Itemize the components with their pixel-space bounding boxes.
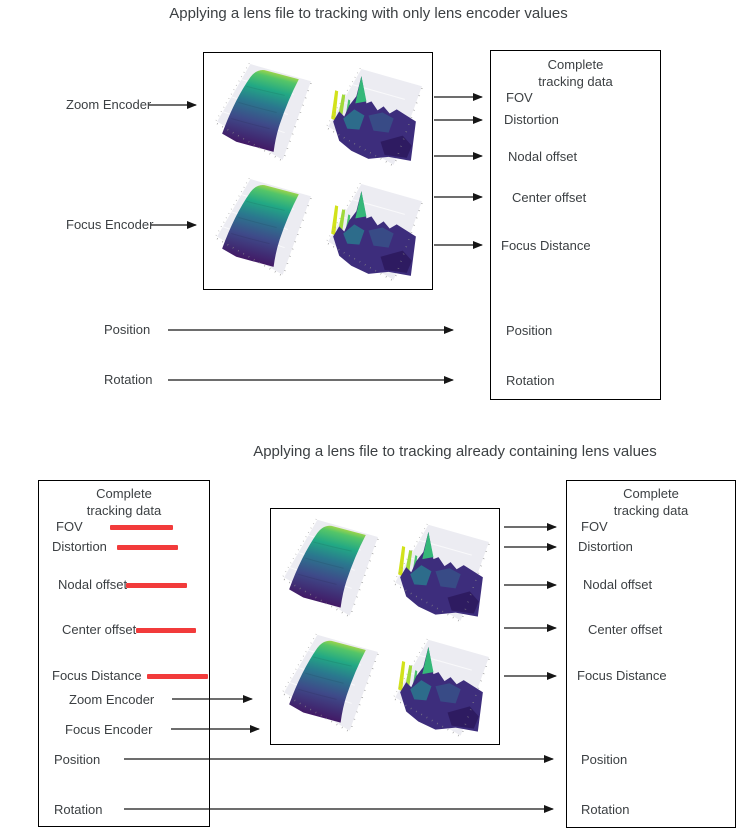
- diagram1-output-box-header: Complete tracking data: [491, 56, 660, 90]
- diagram2-lens-file-box: [270, 508, 500, 745]
- surface-plot-smooth-icon: [207, 56, 318, 171]
- diagram1-zoom-encoder-label: Zoom Encoder: [66, 97, 152, 112]
- header-line2: tracking data: [538, 74, 613, 89]
- header-line1: Complete: [623, 486, 679, 501]
- kept-item-zoom-encoder: Zoom Encoder: [69, 692, 155, 707]
- diagram2-input-box: Complete tracking data FOV Distortion No…: [38, 480, 210, 827]
- output-item-center-offset: Center offset: [512, 190, 587, 205]
- diagram1-lens-file-box: [203, 52, 433, 290]
- surface-plot-jagged-icon: [318, 61, 429, 176]
- removed-item-distortion: Distortion: [52, 539, 107, 554]
- removed-item-nodal-offset: Nodal offset: [58, 577, 128, 592]
- output-item-position: Position: [506, 323, 553, 338]
- surface-plot-smooth-icon: [274, 512, 385, 627]
- output-item-distortion: Distortion: [578, 539, 633, 554]
- output-item-focus-distance: Focus Distance: [577, 668, 667, 683]
- diagram2-output-box-header: Complete tracking data: [567, 485, 735, 519]
- diagram1-rotation-label: Rotation: [104, 372, 153, 387]
- diagram1-position-label: Position: [104, 322, 151, 337]
- output-item-fov: FOV: [506, 90, 533, 105]
- header-line2: tracking data: [86, 503, 162, 518]
- removed-item-fov: FOV: [56, 519, 83, 534]
- diagram2-title: Applying a lens file to tracking already…: [253, 443, 657, 460]
- output-item-distortion: Distortion: [504, 112, 559, 127]
- strike-line-distortion: [117, 545, 178, 550]
- diagram1-focus-encoder-label: Focus Encoder: [66, 217, 154, 232]
- kept-item-rotation: Rotation: [54, 802, 103, 817]
- header-line1: Complete: [547, 57, 604, 72]
- output-item-position: Position: [581, 752, 628, 767]
- diagram1-output-box: Complete tracking data FOV Distortion No…: [490, 50, 661, 400]
- output-item-fov: FOV: [581, 519, 608, 534]
- strike-line-fov: [110, 525, 173, 530]
- strike-line-center-offset: [136, 628, 196, 633]
- output-item-center-offset: Center offset: [588, 622, 663, 637]
- surface-plot-smooth-icon: [207, 171, 318, 286]
- kept-item-focus-encoder: Focus Encoder: [65, 722, 153, 737]
- surface-plot-smooth-icon: [274, 627, 385, 742]
- strike-line-nodal-offset: [126, 583, 187, 588]
- strike-line-focus-distance: [147, 674, 208, 679]
- removed-item-center-offset: Center offset: [62, 622, 137, 637]
- header-line1: Complete: [96, 486, 152, 501]
- removed-item-focus-distance: Focus Distance: [52, 668, 142, 683]
- output-item-rotation: Rotation: [581, 802, 630, 817]
- output-item-nodal-offset: Nodal offset: [508, 149, 578, 164]
- diagram1-title: Applying a lens file to tracking with on…: [169, 5, 568, 22]
- output-item-rotation: Rotation: [506, 373, 555, 388]
- header-line2: tracking data: [613, 503, 689, 518]
- output-item-nodal-offset: Nodal offset: [583, 577, 653, 592]
- diagram2-input-box-header: Complete tracking data: [39, 485, 209, 519]
- output-item-focus-distance: Focus Distance: [501, 238, 591, 253]
- kept-item-position: Position: [54, 752, 101, 767]
- surface-plot-jagged-icon: [385, 517, 496, 632]
- surface-plot-jagged-icon: [385, 632, 496, 747]
- surface-plot-jagged-icon: [318, 176, 429, 291]
- diagram2-output-box: Complete tracking data FOV Distortion No…: [566, 480, 736, 828]
